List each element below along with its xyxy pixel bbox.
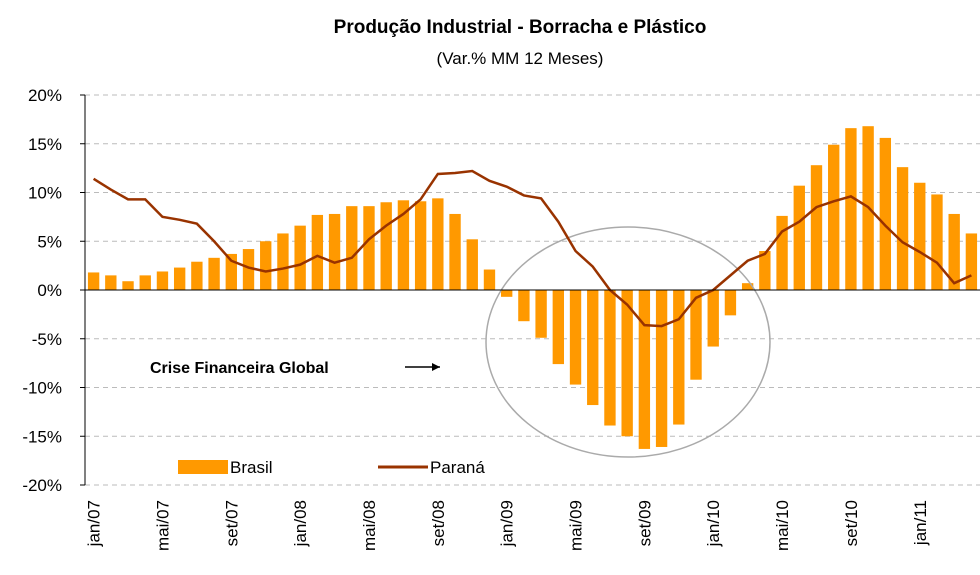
bar: [87, 272, 100, 290]
annotation: Crise Financeira Global: [150, 360, 329, 377]
y-tick-label: 20%: [28, 86, 62, 105]
bar: [655, 290, 668, 447]
bar: [552, 290, 564, 365]
annotation-arrowhead: [432, 363, 440, 371]
bar: [587, 290, 599, 406]
bar: [311, 214, 324, 290]
y-tick-label: 0%: [37, 281, 62, 300]
bar: [191, 261, 203, 290]
bar: [776, 215, 788, 290]
bar: [414, 201, 427, 290]
x-tick-label: jan/09: [498, 500, 517, 547]
bar: [208, 257, 220, 290]
bar: [535, 290, 547, 338]
bar: [139, 275, 151, 290]
bar: [604, 290, 616, 426]
bar: [328, 213, 341, 290]
bar: [673, 290, 685, 425]
bar: [845, 128, 857, 290]
bar: [707, 290, 719, 347]
bar: [896, 167, 909, 290]
bar: [501, 290, 513, 297]
x-tick-label: set/07: [222, 500, 241, 546]
bar: [225, 253, 237, 290]
y-tick-label: 10%: [28, 184, 62, 203]
x-tick-label: mai/07: [153, 500, 172, 551]
y-tick-label: -15%: [22, 427, 62, 446]
bar: [638, 290, 651, 449]
bar: [879, 137, 892, 290]
bar: [914, 182, 926, 290]
bar: [965, 233, 978, 290]
bar: [432, 198, 444, 290]
bar: [346, 206, 358, 290]
bar: [380, 202, 392, 290]
bar: [518, 290, 530, 322]
line: [92, 169, 972, 328]
legend-label: Paraná: [430, 458, 485, 477]
legend-label: Brasil: [230, 458, 273, 477]
bar: [948, 213, 960, 290]
bar: [741, 283, 754, 290]
bar: [122, 281, 134, 290]
bar: [724, 290, 737, 316]
bar: [690, 290, 702, 380]
x-tick-label: set/09: [635, 500, 654, 546]
bar: [242, 249, 255, 290]
bar: [260, 241, 272, 290]
bar: [569, 290, 582, 385]
bar: [810, 165, 823, 290]
x-tick-label: mai/08: [360, 500, 379, 551]
x-tick-label: jan/07: [85, 500, 104, 547]
x-tick-label: set/08: [429, 500, 448, 546]
chart-title: Produção Industrial - Borracha e Plástic…: [334, 17, 707, 38]
x-tick-label: mai/09: [567, 500, 586, 551]
bar: [294, 225, 306, 290]
bar: [449, 213, 461, 290]
x-tick-label: mai/10: [773, 500, 792, 551]
bar: [931, 194, 943, 290]
bar: [828, 144, 840, 290]
bar: [105, 275, 117, 290]
y-tick-label: -5%: [32, 330, 62, 349]
bar: [759, 251, 771, 290]
bar: [363, 206, 375, 290]
chart-subtitle: (Var.% MM 12 Meses): [437, 49, 604, 68]
bar: [621, 290, 633, 437]
x-tick-label: jan/08: [291, 500, 310, 547]
bar: [173, 267, 186, 290]
bar: [483, 269, 496, 290]
bar: [277, 233, 289, 290]
y-tick-label: -10%: [22, 379, 62, 398]
y-tick-label: -20%: [22, 476, 62, 495]
x-tick-label: set/10: [842, 500, 861, 546]
x-tick-label: jan/10: [704, 500, 723, 547]
bar: [156, 271, 169, 290]
y-tick-label: 5%: [37, 232, 62, 251]
bar: [793, 185, 805, 290]
highlight-ellipse: [485, 226, 771, 458]
x-tick-label: jan/11: [911, 500, 930, 546]
y-tick-label: 15%: [28, 135, 62, 154]
bar: [466, 239, 478, 290]
bar: [397, 200, 410, 290]
legend-swatch: [178, 460, 228, 474]
